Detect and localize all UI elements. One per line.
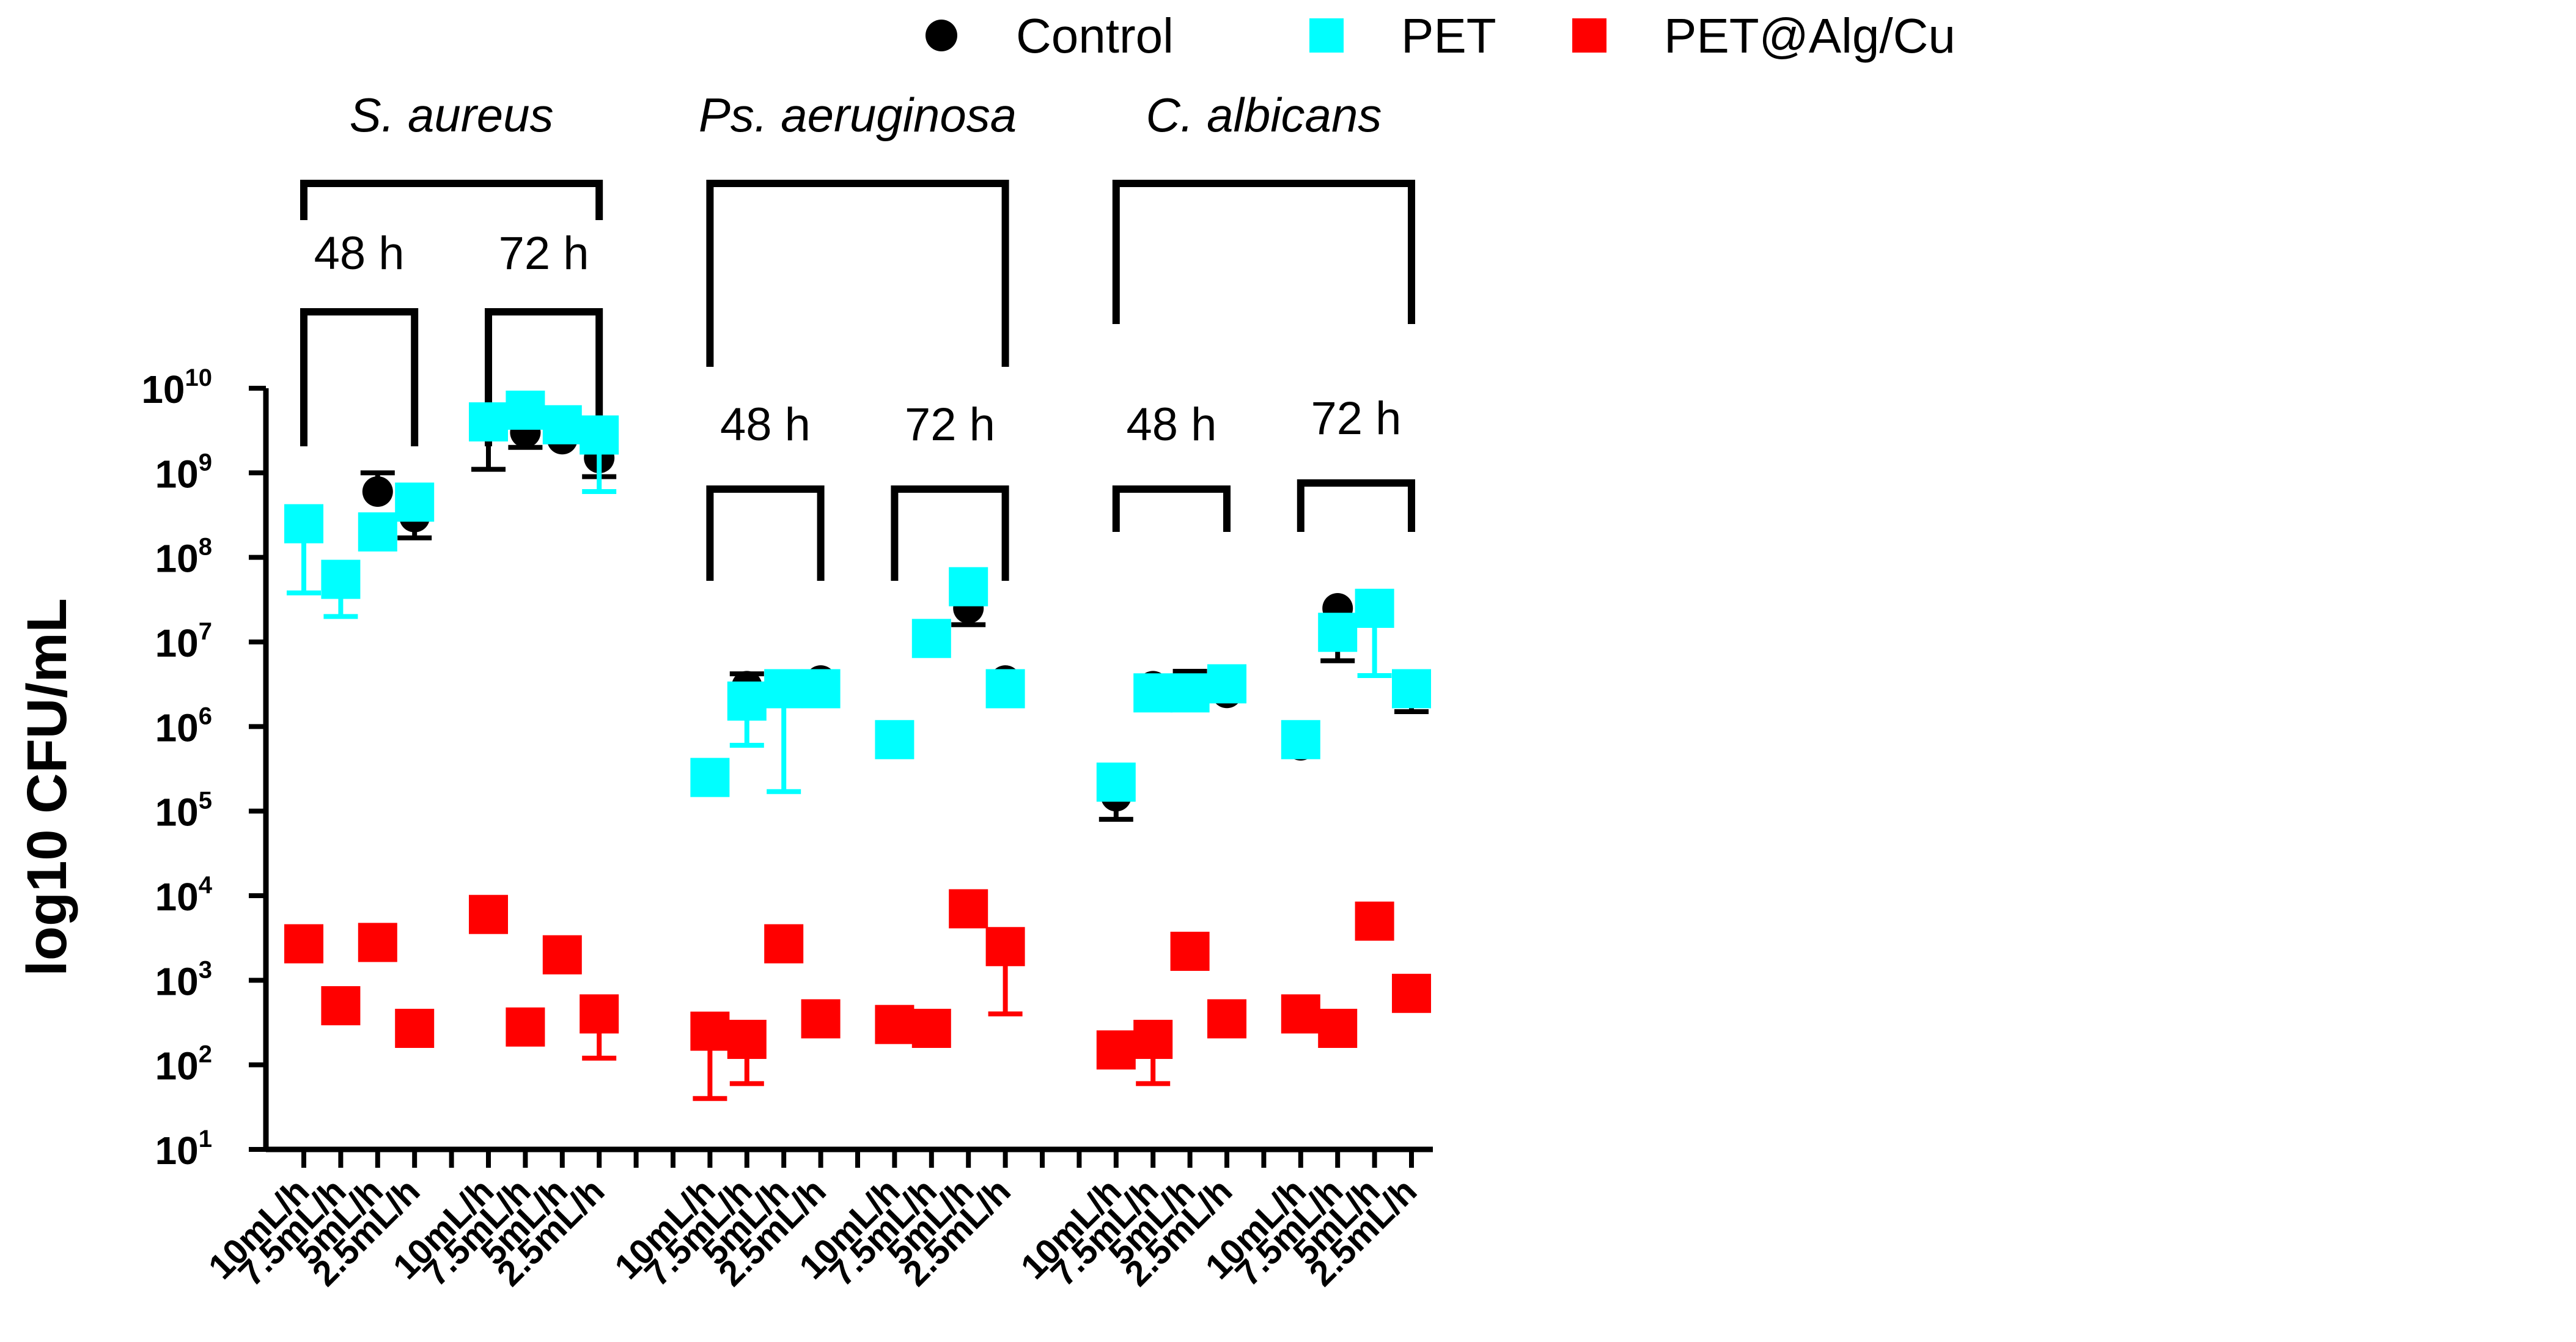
point-pet bbox=[949, 567, 988, 606]
point-pet bbox=[1281, 720, 1320, 759]
point-pet-alg-cu bbox=[801, 999, 841, 1039]
y-tick-label: 103 bbox=[155, 956, 212, 1003]
y-tick-label: 101 bbox=[155, 1126, 212, 1173]
point-pet-alg-cu bbox=[949, 889, 988, 929]
y-tick-label: 107 bbox=[155, 618, 212, 665]
timepoint-label: 72 h bbox=[499, 227, 589, 279]
point-pet bbox=[801, 669, 841, 709]
point-pet-alg-cu bbox=[690, 1011, 730, 1051]
point-pet-alg-cu bbox=[358, 923, 397, 962]
point-pet-alg-cu bbox=[911, 1008, 951, 1048]
point-pet bbox=[1170, 673, 1210, 713]
legend: Control PET PET@Alg/Cu bbox=[926, 9, 1956, 63]
point-pet-alg-cu bbox=[284, 924, 323, 964]
organism-title: S. aureus bbox=[350, 88, 554, 142]
legend-marker-square bbox=[1572, 18, 1606, 53]
point-pet bbox=[284, 504, 323, 544]
point-pet bbox=[395, 482, 435, 522]
timepoint-bracket bbox=[1112, 485, 1231, 532]
y-axis: 101 102 103 104 105 106 107 108 109 1010 log10 CFU… bbox=[16, 364, 269, 1173]
timepoint-label: 48 h bbox=[720, 399, 811, 451]
point-pet-alg-cu bbox=[506, 1007, 545, 1047]
legend-marker-circle bbox=[926, 20, 957, 51]
point-pet bbox=[1096, 762, 1136, 802]
point-pet bbox=[542, 405, 582, 444]
point-pet bbox=[1355, 588, 1394, 628]
data-marks bbox=[284, 390, 1431, 1101]
y-axis-label: log10 CFU/mL bbox=[16, 598, 78, 976]
point-control bbox=[362, 476, 393, 507]
timepoint-bracket bbox=[706, 485, 825, 581]
point-pet bbox=[875, 720, 914, 759]
organism-title: Ps. aeruginosa bbox=[699, 88, 1017, 142]
legend-label: Control bbox=[1016, 9, 1174, 63]
point-pet-alg-cu bbox=[1133, 1020, 1173, 1060]
y-tick-label: 102 bbox=[155, 1041, 212, 1088]
point-pet bbox=[727, 681, 767, 721]
y-tick-label: 104 bbox=[155, 872, 213, 919]
point-pet-alg-cu bbox=[1170, 931, 1210, 971]
point-pet bbox=[911, 619, 951, 658]
point-pet bbox=[764, 669, 804, 709]
timepoint-label: 48 h bbox=[314, 227, 405, 279]
y-tick-label: 109 bbox=[155, 449, 212, 496]
y-tick-label: 106 bbox=[155, 702, 212, 750]
point-pet bbox=[358, 512, 397, 552]
y-tick-label: 108 bbox=[155, 534, 212, 581]
point-pet-alg-cu bbox=[875, 1005, 914, 1044]
point-pet bbox=[580, 415, 619, 455]
timepoint-bracket bbox=[485, 308, 603, 446]
x-axis-ticks: 10mL/h7.5mL/h5mL/h2.5mL/h10mL/h7.5mL/h5m… bbox=[201, 1146, 1433, 1294]
point-pet-alg-cu bbox=[1355, 901, 1394, 941]
point-pet-alg-cu bbox=[1096, 1030, 1136, 1070]
point-pet-alg-cu bbox=[580, 994, 619, 1034]
organism-bracket bbox=[1112, 180, 1415, 324]
point-pet bbox=[1318, 613, 1358, 652]
point-pet-alg-cu bbox=[1207, 999, 1246, 1039]
legend-label: PET bbox=[1401, 9, 1496, 63]
legend-item: Control bbox=[926, 9, 1174, 63]
legend-marker-square bbox=[1309, 18, 1344, 53]
timepoint-label: 72 h bbox=[905, 399, 995, 451]
point-pet bbox=[506, 390, 545, 430]
timepoint-bracket bbox=[891, 485, 1009, 581]
point-pet bbox=[690, 758, 730, 797]
legend-label: PET@Alg/Cu bbox=[1664, 9, 1956, 63]
point-pet bbox=[469, 402, 508, 442]
legend-item: PET@Alg/Cu bbox=[1572, 9, 1956, 63]
timepoint-bracket bbox=[300, 308, 419, 446]
point-pet bbox=[321, 559, 361, 599]
legend-item: PET bbox=[1309, 9, 1496, 63]
organism-bracket bbox=[300, 180, 603, 220]
point-pet-alg-cu bbox=[727, 1020, 767, 1060]
timepoint-bracket bbox=[1297, 479, 1415, 532]
point-pet bbox=[1392, 669, 1431, 709]
point-pet-alg-cu bbox=[321, 986, 361, 1025]
point-pet-alg-cu bbox=[985, 927, 1025, 967]
timepoint-label: 72 h bbox=[1311, 393, 1401, 444]
timepoint-label: 48 h bbox=[1126, 399, 1216, 451]
point-pet bbox=[985, 669, 1025, 709]
point-pet-alg-cu bbox=[542, 935, 582, 975]
point-pet bbox=[1133, 673, 1173, 713]
point-pet-alg-cu bbox=[395, 1008, 435, 1048]
organism-title: C. albicans bbox=[1146, 88, 1382, 142]
point-pet-alg-cu bbox=[1392, 973, 1431, 1013]
point-pet-alg-cu bbox=[1281, 994, 1320, 1034]
point-pet-alg-cu bbox=[764, 924, 804, 964]
point-pet-alg-cu bbox=[469, 894, 508, 934]
y-tick-label: 105 bbox=[155, 787, 212, 835]
point-pet-alg-cu bbox=[1318, 1008, 1358, 1048]
organism-bracket bbox=[706, 180, 1009, 367]
point-pet bbox=[1207, 664, 1246, 704]
y-tick-label: 1010 bbox=[141, 364, 212, 411]
group-brackets: S. aureus 48 h 72 h Ps. aeruginosa 48 h 72 h C… bbox=[300, 88, 1415, 581]
